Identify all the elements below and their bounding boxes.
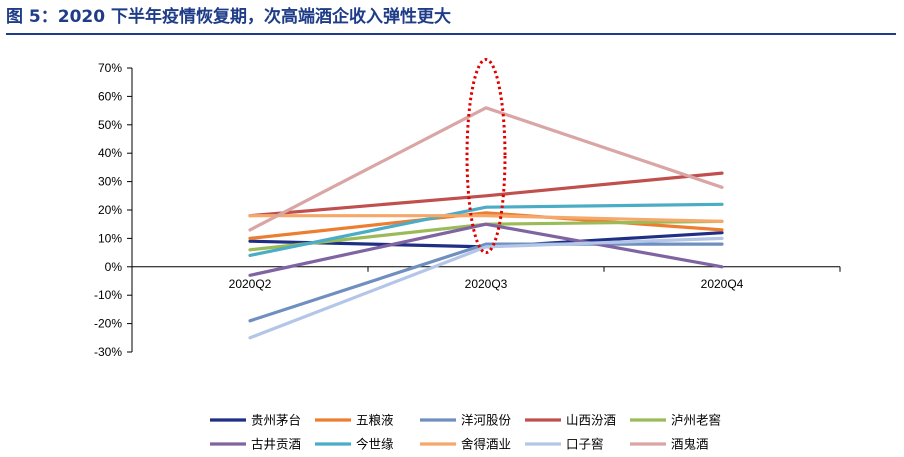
y-tick-label: -20% bbox=[94, 317, 122, 331]
y-tick-label: -30% bbox=[94, 345, 122, 359]
legend-label: 五粮液 bbox=[356, 413, 394, 428]
series-line-4 bbox=[248, 171, 724, 218]
legend-label: 洋河股份 bbox=[461, 413, 512, 428]
y-tick-label: 40% bbox=[98, 146, 122, 160]
y-tick-label: 20% bbox=[98, 203, 122, 217]
y-tick-label: 30% bbox=[98, 175, 122, 189]
legend-label: 古井贡酒 bbox=[251, 437, 301, 452]
series-lines bbox=[248, 106, 724, 340]
x-tick-label: 2020Q4 bbox=[701, 277, 744, 291]
legend-label: 口子窖 bbox=[566, 437, 604, 452]
legend-label: 酒鬼酒 bbox=[671, 437, 709, 452]
highlight-ellipse bbox=[465, 57, 507, 255]
x-tick-label: 2020Q2 bbox=[229, 277, 272, 291]
title-divider bbox=[6, 33, 896, 35]
series-line-9 bbox=[248, 236, 724, 340]
highlight-annotation bbox=[465, 57, 507, 255]
y-tick-label: 70% bbox=[98, 61, 122, 75]
series-line-3 bbox=[248, 242, 724, 323]
y-tick-label: -10% bbox=[94, 288, 122, 302]
axes: -30% -20% -10% 0% 10% 20% 30% 40% 50% 60% 70% 2020Q… bbox=[94, 61, 841, 359]
series-line-6 bbox=[248, 222, 724, 277]
y-tick-label: 50% bbox=[98, 118, 122, 132]
legend-label: 贵州茅台 bbox=[251, 413, 301, 428]
x-tick-label: 2020Q3 bbox=[465, 277, 508, 291]
legend-label: 泸州老窖 bbox=[671, 413, 721, 428]
y-tick-label: 10% bbox=[98, 231, 122, 245]
legend-label: 舍得酒业 bbox=[461, 437, 511, 452]
chart-title: 图 5：2020 下半年疫情恢复期，次高端酒企收入弹性更大 bbox=[6, 7, 451, 27]
y-tick-label: 0% bbox=[105, 260, 123, 274]
legend-label: 山西汾酒 bbox=[566, 413, 616, 428]
legend-label: 今世缘 bbox=[356, 437, 394, 452]
y-tick-label: 60% bbox=[98, 89, 122, 103]
series-line-8 bbox=[248, 214, 724, 223]
series-line-7 bbox=[248, 202, 724, 257]
series-line-10 bbox=[248, 106, 724, 232]
series-line-2 bbox=[248, 211, 724, 240]
